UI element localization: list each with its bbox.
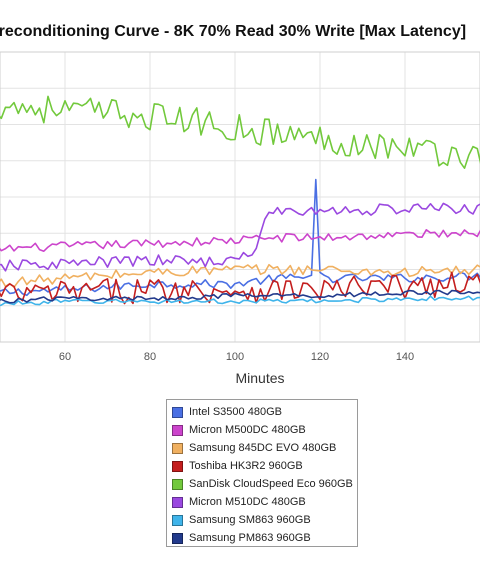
legend-label: SanDisk CloudSpeed Eco 960GB <box>189 478 353 490</box>
legend-item[interactable]: SanDisk CloudSpeed Eco 960GB <box>172 475 357 493</box>
x-tick-label: 140 <box>396 351 414 363</box>
legend-swatch <box>172 496 183 508</box>
series-line-3 <box>0 263 480 289</box>
x-tick-label: 60 <box>59 351 71 363</box>
x-tick-label: 120 <box>311 351 329 363</box>
legend-swatch <box>172 460 183 472</box>
legend-swatch <box>172 442 183 454</box>
x-tick-label: 80 <box>144 351 156 363</box>
legend-label: Micron M500DC 480GB <box>189 424 306 436</box>
legend-swatch <box>172 424 183 436</box>
x-axis-label: Minutes <box>235 370 284 386</box>
series-lines <box>0 95 480 307</box>
series-line-8 <box>0 289 480 304</box>
legend-item[interactable]: Toshiba HK3R2 960GB <box>172 457 357 475</box>
legend-item[interactable]: Micron M500DC 480GB <box>172 421 357 439</box>
series-line-2 <box>0 229 480 252</box>
legend-item[interactable]: Samsung 845DC EVO 480GB <box>172 439 357 457</box>
series-line-6 <box>0 202 480 272</box>
chart-title: Preconditioning Curve - 8K 70% Read 30% … <box>0 23 466 40</box>
legend-item[interactable]: Micron M510DC 480GB <box>172 493 357 511</box>
legend-item[interactable]: Samsung PM863 960GB <box>172 529 357 547</box>
legend-label: Samsung SM863 960GB <box>189 514 311 526</box>
legend-swatch <box>172 406 183 418</box>
legend-label: Samsung 845DC EVO 480GB <box>189 442 337 454</box>
legend: Intel S3500 480GB Micron M500DC 480GB Sams… <box>166 399 358 547</box>
legend-label: Samsung PM863 960GB <box>189 532 311 544</box>
x-tick-labels: 6080100120140160180200220240260280 <box>59 351 414 363</box>
x-tick-label: 100 <box>226 351 244 363</box>
series-line-4 <box>0 271 480 305</box>
legend-swatch <box>172 478 183 490</box>
gridlines <box>0 51 480 343</box>
series-line-7 <box>0 295 480 307</box>
legend-label: Toshiba HK3R2 960GB <box>189 460 303 472</box>
legend-item[interactable]: Intel S3500 480GB <box>172 403 357 421</box>
series-line-1 <box>0 178 480 297</box>
legend-label: Intel S3500 480GB <box>189 406 282 418</box>
series-line-5 <box>0 95 480 169</box>
legend-swatch <box>172 532 183 544</box>
legend-item[interactable]: Samsung SM863 960GB <box>172 511 357 529</box>
plot-frame <box>0 51 480 343</box>
legend-swatch <box>172 514 183 526</box>
legend-label: Micron M510DC 480GB <box>189 496 306 508</box>
